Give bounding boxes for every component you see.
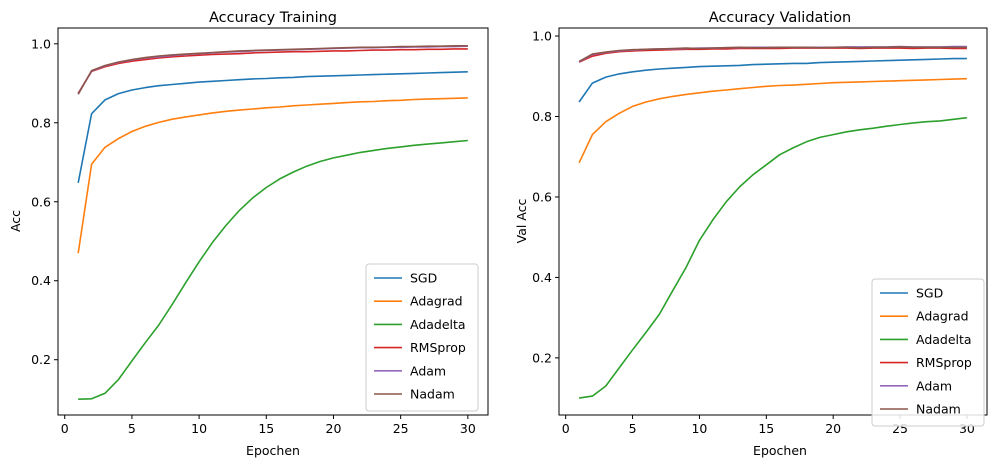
legend-label: Adam bbox=[916, 378, 952, 393]
x-tick-label: 15 bbox=[258, 421, 274, 436]
plot-frame bbox=[558, 27, 988, 416]
plot-lines bbox=[578, 45, 967, 399]
legend-label: Adam bbox=[410, 363, 446, 378]
x-tick-label: 0 bbox=[61, 421, 69, 436]
x-axis-label: Epochen bbox=[753, 443, 807, 458]
series-line-adadelta bbox=[78, 139, 468, 400]
y-axis-label: Acc bbox=[8, 210, 23, 232]
x-tick-label: 30 bbox=[460, 421, 476, 436]
series-line-nadam bbox=[578, 46, 967, 63]
x-tick-label: 20 bbox=[326, 421, 342, 436]
x-axis-label: Epochen bbox=[246, 443, 300, 458]
legend-label: SGD bbox=[916, 286, 943, 301]
y-tick-label: 0.4 bbox=[532, 270, 552, 285]
plot-lines bbox=[77, 44, 468, 400]
x-tick-label: 15 bbox=[758, 421, 774, 436]
plot-frame bbox=[57, 27, 489, 416]
x-tick-label: 25 bbox=[393, 421, 409, 436]
validation-accuracy-panel: Accuracy Validation 0 5 10 15 20 25 30 0.20.40… bbox=[514, 10, 988, 458]
y-tick-label: 1.0 bbox=[532, 29, 552, 44]
y-tick-label: 0.8 bbox=[532, 109, 552, 124]
y-axis-ticks: 0.2 0.4 0.6 0.8 1.0 bbox=[532, 29, 559, 365]
legend-label: RMSprop bbox=[916, 355, 972, 370]
legend-label: Adadelta bbox=[916, 332, 972, 347]
legend-label: Nadam bbox=[916, 402, 961, 417]
y-tick-label: 0.4 bbox=[31, 273, 51, 288]
x-tick-label: 10 bbox=[691, 421, 707, 436]
y-tick-label: 0.2 bbox=[31, 352, 51, 367]
legend-label: SGD bbox=[410, 271, 437, 286]
legend-label: Adadelta bbox=[410, 317, 466, 332]
legend-label: Adagrad bbox=[410, 294, 463, 309]
plot-title: Accuracy Validation bbox=[709, 10, 851, 26]
y-tick-label: 0.6 bbox=[532, 189, 552, 204]
legend: SGD Adagrad Adadelta RMSprop Adam Nadam bbox=[365, 263, 479, 412]
series-line-rmsprop bbox=[77, 48, 468, 94]
series-line-rmsprop bbox=[578, 47, 967, 63]
y-tick-label: 0.6 bbox=[31, 194, 51, 209]
training-accuracy-panel: Accuracy Training 0 5 10 15 20 25 30 0.2 0.4 0.6… bbox=[8, 10, 489, 458]
series-line-sgd bbox=[77, 71, 468, 183]
y-axis-ticks: 0.2 0.4 0.6 0.8 1.0 bbox=[31, 36, 58, 367]
legend-label: Adagrad bbox=[916, 309, 969, 324]
x-tick-label: 5 bbox=[629, 421, 637, 436]
y-tick-label: 0.8 bbox=[31, 115, 51, 130]
legend: SGD Adagrad Adadelta RMSprop Adam Nadam bbox=[871, 278, 985, 427]
plot-title: Accuracy Training bbox=[209, 10, 337, 26]
y-axis-label: Val Acc bbox=[514, 198, 529, 243]
x-tick-label: 5 bbox=[128, 421, 136, 436]
y-tick-label: 0.2 bbox=[532, 350, 552, 365]
x-axis-ticks: 0 5 10 15 20 25 30 bbox=[61, 415, 476, 436]
series-line-adadelta bbox=[578, 116, 967, 399]
x-tick-label: 20 bbox=[825, 421, 841, 436]
y-tick-label: 1.0 bbox=[31, 36, 51, 51]
series-line-nadam bbox=[77, 44, 468, 95]
series-line-adagrad bbox=[578, 77, 967, 164]
legend-label: Nadam bbox=[410, 387, 455, 402]
series-line-adagrad bbox=[77, 97, 468, 254]
x-tick-label: 10 bbox=[191, 421, 207, 436]
legend-label: RMSprop bbox=[410, 340, 466, 355]
x-tick-label: 0 bbox=[562, 421, 570, 436]
series-line-sgd bbox=[578, 57, 967, 103]
